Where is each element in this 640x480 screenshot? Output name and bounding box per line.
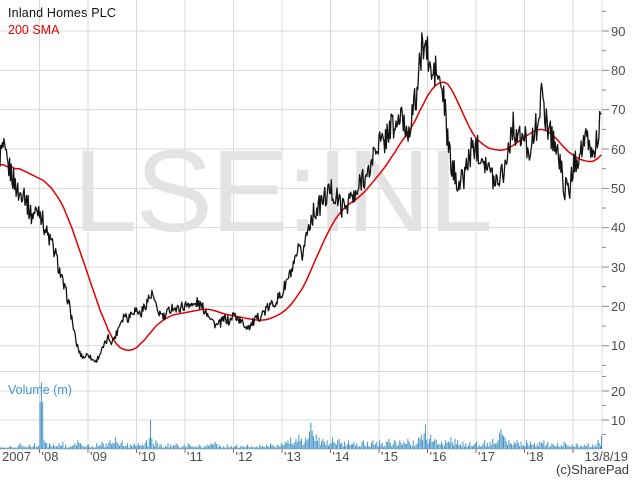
x-axis-label-year: '09	[90, 449, 107, 464]
x-axis-label-year: '12	[235, 449, 253, 464]
sma-series	[0, 81, 602, 352]
sma-legend-label: 200 SMA	[8, 23, 60, 37]
price-axis-label: 90	[611, 23, 626, 39]
x-axis-label-year: '11	[187, 449, 203, 464]
price-axis-label: 30	[611, 259, 626, 275]
x-axis-label-year: '14	[332, 449, 350, 464]
x-axis-label-year: '13	[284, 449, 301, 464]
watermark-text: LSE:INL	[73, 126, 491, 256]
price-axis-label: 70	[611, 102, 626, 118]
volume-axis-label: 10	[611, 412, 626, 428]
x-axis-label-year: 2007	[2, 449, 31, 464]
sharepad-attribution: (c)SharePad	[556, 462, 629, 477]
chart-title: Inland Homes PLC	[8, 6, 117, 20]
volume-axis-label: 20	[611, 383, 626, 399]
x-axis-label-year: '17	[478, 449, 495, 464]
x-axis-label-date: 13/8/19	[584, 449, 628, 464]
x-axis-label-year: '08	[41, 449, 59, 464]
axis-ticks	[39, 10, 609, 453]
price-axis-label: 20	[611, 298, 626, 314]
x-axis-label-year: '15	[381, 449, 398, 464]
price-axis-label: 80	[611, 62, 626, 78]
price-series	[0, 32, 602, 363]
price-axis-label: 40	[611, 220, 626, 236]
price-axis-label: 60	[611, 141, 626, 157]
volume-pane-label: Volume (m)	[8, 383, 72, 397]
volume-bars	[0, 382, 602, 449]
price-axis-label: 50	[611, 180, 626, 196]
price-axis-label: 10	[611, 338, 626, 354]
x-axis-label-year: '16	[429, 449, 447, 464]
x-axis-label-year: '10	[138, 449, 156, 464]
x-axis-label-year: '18	[526, 449, 544, 464]
